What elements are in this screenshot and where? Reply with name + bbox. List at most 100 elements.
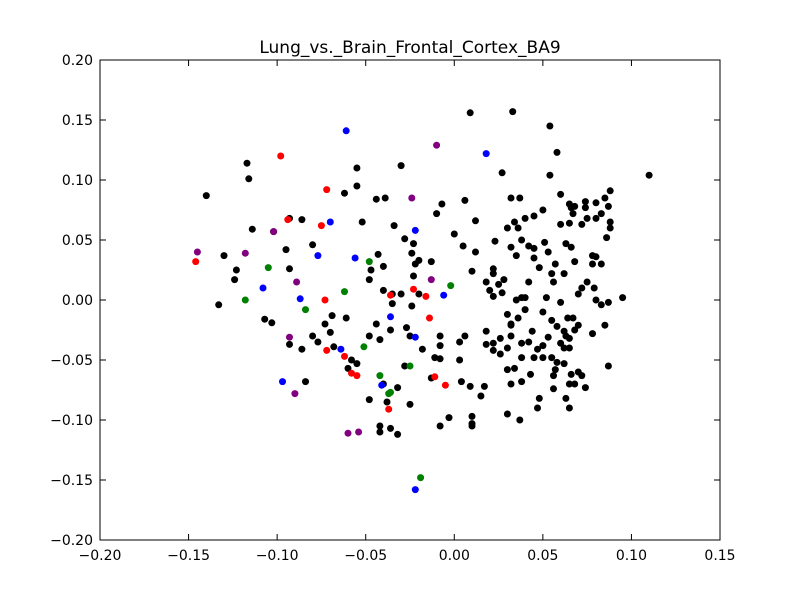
data-point	[456, 356, 464, 364]
x-tick-label: −0.15	[167, 548, 210, 564]
data-point	[560, 344, 568, 352]
data-point	[507, 380, 515, 388]
data-point	[291, 390, 299, 398]
data-point	[567, 243, 575, 251]
data-point	[539, 354, 547, 362]
data-point	[248, 225, 256, 233]
data-point	[433, 141, 441, 149]
data-point	[381, 194, 389, 202]
data-point	[344, 429, 352, 437]
data-point	[461, 196, 469, 204]
data-point	[231, 276, 239, 284]
data-point	[411, 226, 419, 234]
data-point	[472, 217, 479, 225]
data-point	[606, 218, 614, 226]
data-point	[534, 404, 541, 412]
data-point	[507, 243, 515, 251]
data-point	[284, 216, 292, 224]
data-point	[379, 286, 387, 294]
data-point	[530, 354, 538, 362]
data-point	[565, 404, 573, 412]
data-point	[581, 198, 589, 206]
data-point	[489, 265, 497, 273]
data-point	[321, 320, 329, 328]
data-point	[330, 343, 338, 351]
data-point	[571, 202, 579, 210]
data-point	[507, 332, 515, 340]
data-point	[337, 345, 345, 353]
data-point	[606, 187, 614, 195]
data-point	[408, 194, 416, 202]
data-point	[344, 364, 352, 372]
data-point	[456, 338, 464, 346]
data-point	[379, 262, 387, 270]
data-point	[511, 364, 518, 372]
data-point	[418, 345, 426, 353]
data-point	[436, 342, 444, 350]
data-point	[436, 332, 444, 340]
data-point	[590, 284, 598, 292]
data-point	[597, 210, 605, 218]
data-point	[440, 291, 448, 299]
data-point	[601, 321, 609, 329]
data-point	[342, 314, 350, 322]
data-point	[525, 278, 533, 286]
data-point	[348, 356, 355, 364]
data-point	[353, 182, 361, 190]
data-point	[553, 358, 561, 366]
data-point	[422, 292, 430, 300]
data-point	[270, 228, 278, 236]
data-point	[341, 352, 348, 360]
data-point	[557, 298, 565, 306]
x-tick-label: 0.15	[704, 548, 735, 564]
data-point	[415, 290, 423, 298]
data-point	[438, 200, 446, 208]
data-point	[482, 340, 490, 348]
data-point	[592, 214, 600, 222]
data-point	[503, 310, 511, 318]
data-point	[528, 327, 536, 335]
data-point	[277, 152, 285, 160]
data-point	[480, 382, 488, 390]
data-point	[619, 294, 627, 302]
data-point	[498, 289, 506, 297]
data-point	[601, 194, 609, 202]
data-point	[459, 242, 467, 250]
data-point	[489, 346, 497, 354]
data-point	[365, 332, 373, 340]
data-point	[604, 362, 612, 370]
data-point	[578, 220, 586, 228]
data-point	[569, 314, 577, 322]
data-point	[551, 260, 559, 268]
x-axis: −0.20 −0.15 −0.10 −0.05 0.00 0.05 0.10 0.15	[79, 60, 736, 564]
data-point	[411, 486, 419, 494]
data-point	[512, 296, 520, 304]
data-point	[564, 314, 572, 322]
data-point	[567, 370, 575, 378]
data-point	[286, 340, 293, 348]
data-point	[302, 378, 309, 386]
data-point	[388, 300, 396, 308]
data-point	[511, 218, 518, 226]
data-point	[241, 296, 249, 304]
data-point	[503, 224, 511, 232]
data-point	[342, 127, 350, 135]
data-point	[410, 285, 417, 293]
data-point	[507, 320, 515, 328]
data-point	[606, 224, 614, 232]
data-point	[645, 171, 653, 179]
data-point	[426, 314, 433, 322]
data-point	[406, 400, 414, 408]
data-point	[604, 202, 612, 210]
data-point	[496, 334, 504, 342]
data-point	[433, 210, 441, 218]
data-point	[525, 242, 533, 250]
data-point	[571, 258, 579, 266]
data-point	[574, 290, 582, 298]
data-point	[507, 194, 515, 202]
data-point	[378, 381, 386, 389]
data-point	[581, 384, 589, 392]
data-point	[401, 235, 409, 243]
data-point	[286, 333, 293, 341]
data-point	[468, 267, 476, 275]
